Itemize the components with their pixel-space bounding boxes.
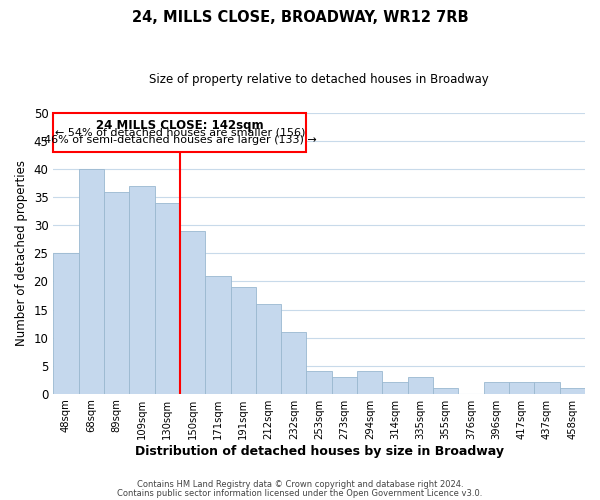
Bar bbox=[256, 304, 281, 394]
Text: 24 MILLS CLOSE: 142sqm: 24 MILLS CLOSE: 142sqm bbox=[96, 118, 264, 132]
Bar bbox=[79, 169, 104, 394]
Bar bbox=[332, 377, 357, 394]
Bar bbox=[357, 372, 382, 394]
Text: ← 54% of detached houses are smaller (156): ← 54% of detached houses are smaller (15… bbox=[55, 127, 305, 137]
Bar bbox=[230, 287, 256, 394]
Bar bbox=[129, 186, 155, 394]
Bar bbox=[53, 254, 79, 394]
Text: 24, MILLS CLOSE, BROADWAY, WR12 7RB: 24, MILLS CLOSE, BROADWAY, WR12 7RB bbox=[131, 10, 469, 25]
Bar bbox=[382, 382, 408, 394]
Bar bbox=[408, 377, 433, 394]
Text: 46% of semi-detached houses are larger (133) →: 46% of semi-detached houses are larger (… bbox=[44, 135, 316, 145]
Bar bbox=[180, 231, 205, 394]
Bar bbox=[281, 332, 307, 394]
Bar bbox=[205, 276, 230, 394]
Y-axis label: Number of detached properties: Number of detached properties bbox=[15, 160, 28, 346]
Text: Contains HM Land Registry data © Crown copyright and database right 2024.: Contains HM Land Registry data © Crown c… bbox=[137, 480, 463, 489]
Bar bbox=[560, 388, 585, 394]
Bar bbox=[433, 388, 458, 394]
Bar bbox=[155, 203, 180, 394]
X-axis label: Distribution of detached houses by size in Broadway: Distribution of detached houses by size … bbox=[134, 444, 503, 458]
Bar bbox=[307, 372, 332, 394]
Bar bbox=[535, 382, 560, 394]
Text: Contains public sector information licensed under the Open Government Licence v3: Contains public sector information licen… bbox=[118, 489, 482, 498]
Title: Size of property relative to detached houses in Broadway: Size of property relative to detached ho… bbox=[149, 72, 489, 86]
FancyBboxPatch shape bbox=[53, 113, 307, 152]
Bar bbox=[509, 382, 535, 394]
Bar bbox=[484, 382, 509, 394]
Bar bbox=[104, 192, 129, 394]
